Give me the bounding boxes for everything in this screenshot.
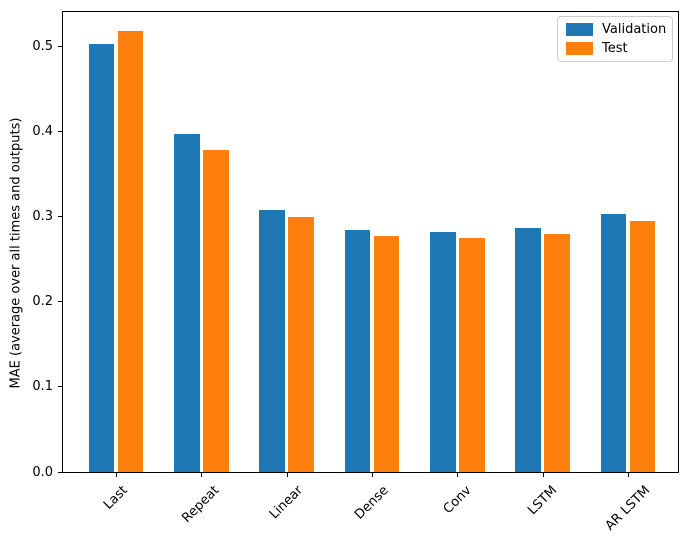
bar-validation-dense [344,230,371,472]
x-axis-tick [371,473,373,477]
legend-swatch-validation [566,23,593,37]
y-axis-tick [58,471,62,473]
y-axis-tick [58,46,62,48]
legend-label-test: Test [602,40,628,56]
y-axis-tick-label: 0.5 [32,39,53,55]
y-axis-tick-label: 0.3 [32,209,53,225]
bar-test-repeat [203,149,229,472]
y-axis-tick-label: 0.1 [32,379,53,395]
x-axis-tick [627,473,629,477]
x-axis-tick-label: Repeat [179,483,223,526]
x-axis-tick-label: Dense [352,483,392,523]
plot-area [62,11,679,473]
x-axis-tick-label: Last [101,483,131,513]
bar-test-last [117,31,144,472]
x-axis-tick [542,473,544,477]
y-axis-tick [58,386,62,388]
y-axis-tick [58,301,62,303]
legend-swatch-test [566,41,593,55]
bar-test-lstm [544,233,570,472]
bar-validation-linear [259,210,285,472]
y-axis-tick-label: 0.0 [32,464,53,480]
x-axis-tick-label: AR LSTM [602,483,654,534]
bar-validation-last [88,44,115,472]
bar-validation-ar-lstm [600,214,627,472]
legend-label-validation: Validation [602,22,667,38]
bar-test-dense [373,235,400,472]
x-axis-tick [201,473,203,477]
y-axis-tick [58,131,62,133]
plot-content [62,11,679,472]
legend-entry-test: Test [566,41,664,56]
bar-test-ar-lstm [629,221,656,472]
y-axis-label: MAE (average over all times and outputs) [8,117,24,389]
y-axis-tick [58,216,62,218]
bar-test-conv [459,238,485,472]
bar-validation-repeat [174,134,200,472]
y-axis-tick-label: 0.4 [32,124,53,140]
bar-test-linear [288,216,314,472]
x-axis-tick [286,473,288,477]
bar-validation-conv [430,232,456,472]
x-axis-tick-label: LSTM [525,483,561,519]
x-axis-tick-label: Conv [440,483,475,517]
x-axis-tick [116,473,117,477]
legend-entry-validation: Validation [566,22,667,38]
legend: Validation Test [557,16,673,62]
x-axis-tick [457,473,459,477]
bar-validation-lstm [515,227,541,472]
y-axis-tick-label: 0.2 [32,294,53,310]
x-axis-tick-label: Linear [267,483,307,523]
